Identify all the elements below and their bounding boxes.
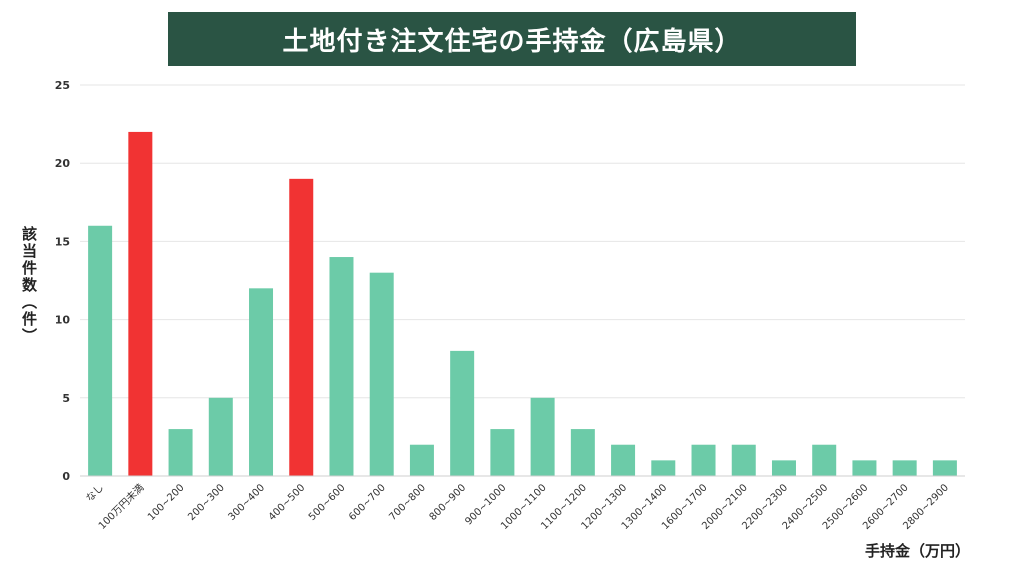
bar	[88, 225, 113, 476]
y-tick-label: 25	[55, 79, 70, 92]
bar	[249, 288, 274, 476]
title-banner: 土地付き注文住宅の手持金（広島県）	[168, 12, 856, 66]
x-tick-label: 800~900	[428, 482, 469, 523]
y-tick-label: 20	[55, 157, 71, 170]
bar	[329, 257, 354, 476]
bar	[530, 397, 555, 476]
y-tick-label: 10	[55, 314, 71, 327]
bar	[932, 460, 957, 476]
bar	[812, 444, 837, 476]
bar	[409, 444, 434, 476]
bar	[369, 272, 394, 476]
x-tick-label: 500~600	[307, 482, 348, 523]
bar	[289, 178, 314, 476]
y-axis-label: 該当件数（件）	[20, 226, 38, 345]
bar	[450, 350, 475, 476]
x-tick-label: 700~800	[387, 482, 428, 523]
bar	[771, 460, 796, 476]
y-tick-label: 0	[62, 470, 70, 483]
bar	[611, 444, 636, 476]
x-tick-label: 200~300	[186, 482, 227, 523]
bar	[691, 444, 716, 476]
y-tick-label: 15	[55, 235, 70, 248]
chart-title: 土地付き注文住宅の手持金（広島県）	[282, 26, 742, 57]
bar	[168, 429, 193, 476]
x-tick-label: 100~200	[146, 482, 187, 523]
y-tick-label: 5	[62, 392, 70, 405]
x-axis-label: 手持金（万円）	[864, 542, 970, 560]
bar	[651, 460, 676, 476]
bar	[852, 460, 877, 476]
x-tick-label: 600~700	[347, 482, 388, 523]
bar	[128, 131, 153, 477]
bar	[731, 444, 756, 476]
x-tick-label: 300~400	[226, 482, 267, 523]
bar	[892, 460, 917, 476]
bar	[208, 397, 233, 476]
x-tick-label: なし	[84, 482, 107, 505]
x-tick-label: 400~500	[267, 482, 308, 523]
bar	[570, 429, 595, 476]
bar	[490, 429, 515, 476]
